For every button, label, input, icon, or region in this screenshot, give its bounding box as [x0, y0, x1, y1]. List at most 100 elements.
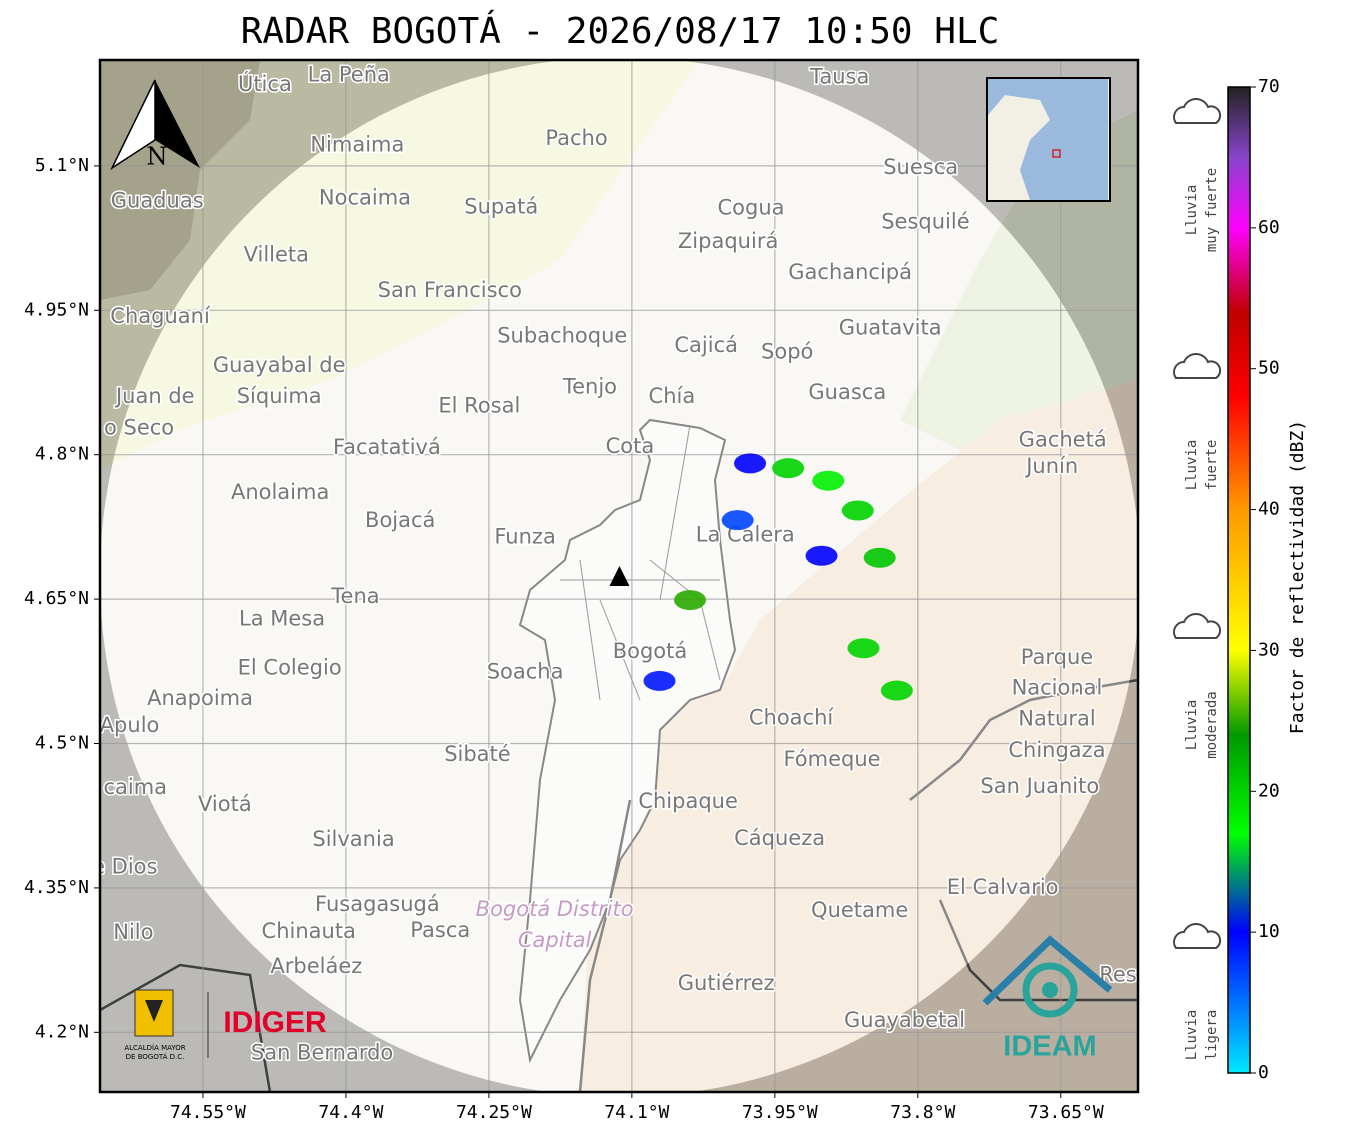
place-label: Tena	[330, 584, 379, 608]
place-label: Nacional	[1012, 676, 1103, 700]
place-label: Guayabal de	[213, 353, 346, 377]
place-label: Viotá	[198, 792, 252, 816]
y-tick-label: 4.2°N	[35, 1021, 89, 1042]
radar-echo	[805, 545, 838, 566]
place-label: Útica	[238, 71, 292, 96]
place-label: La Mesa	[239, 606, 325, 630]
place-label: Gutiérrez	[678, 971, 775, 995]
rain-icon	[1173, 923, 1222, 949]
place-label: Arbeláez	[270, 954, 362, 978]
y-tick-label: 4.95°N	[24, 299, 89, 320]
place-label: Fusagasugá	[315, 892, 440, 916]
rain-class-label: moderada	[1204, 691, 1220, 758]
radar-echo	[863, 547, 896, 568]
place-label: Chingaza	[1008, 738, 1105, 762]
radar-echo	[812, 470, 845, 491]
place-label: Síquima	[237, 384, 322, 408]
x-tick-label: 73.8°W	[890, 1102, 955, 1123]
place-label: San Juanito	[980, 774, 1099, 798]
place-label: El Colegio	[238, 655, 342, 679]
place-label: Subachoque	[497, 323, 627, 347]
place-label: Anolaima	[231, 480, 329, 504]
place-label: Nocaima	[319, 186, 411, 210]
idiger-logo: IDIGER	[223, 1006, 327, 1039]
x-tick-label: 74.4°W	[318, 1102, 383, 1123]
rain-icon	[1173, 613, 1222, 639]
place-label: Choachí	[749, 705, 835, 729]
place-label: Silvania	[312, 827, 394, 851]
radar-echo	[721, 510, 754, 531]
place-label: Junín	[1024, 454, 1078, 478]
place-label: Tenjo	[562, 374, 617, 398]
place-label: Cota	[606, 434, 655, 458]
district-label: Capital	[518, 928, 592, 952]
colorbar-tick-label: 40	[1258, 499, 1280, 520]
place-label: Guaduas	[111, 189, 204, 213]
y-tick-label: 5.1°N	[35, 155, 89, 176]
x-tick-label: 74.25°W	[456, 1102, 532, 1123]
place-label: Guatavita	[839, 316, 942, 340]
place-label: La Peña	[308, 62, 390, 86]
north-label: N	[147, 143, 168, 171]
place-label: Villeta	[244, 242, 309, 266]
place-label: Apulo	[100, 713, 160, 737]
rain-class-label: fuerte	[1204, 440, 1220, 491]
place-label: Cáqueza	[734, 826, 825, 850]
alcaldia-text: DE BOGOTÁ D.C.	[126, 1052, 185, 1061]
rain-icon	[1173, 353, 1222, 379]
ideam-logo: IDEAM	[982, 935, 1113, 1063]
title: RADAR BOGOTÁ - 2026/08/17 10:50 HLC	[241, 10, 1000, 52]
rain-class-label: Lluvia	[1184, 440, 1200, 491]
radar-echo	[643, 670, 676, 691]
place-label: Suesca	[883, 155, 958, 179]
colorbar-tick-label: 20	[1258, 780, 1280, 801]
place-label: Nilo	[113, 920, 153, 944]
colorbar-label: Factor de reflectividad (dBZ)	[1287, 420, 1308, 734]
place-label: San Bernardo	[251, 1040, 393, 1064]
place-label: Bogotá	[613, 639, 688, 663]
colorbar-tick-label: 0	[1258, 1062, 1269, 1083]
place-label: El Calvario	[947, 875, 1059, 899]
place-label: Funza	[494, 524, 555, 548]
basemap: Útica La Peña Tausa Pacho Nimaima Guaduas Noca…	[92, 60, 1138, 1092]
place-label: Pasca	[410, 918, 470, 942]
place-label: Guayabetal	[844, 1008, 965, 1032]
map-frame	[98, 58, 1140, 1094]
radar-echo	[841, 500, 874, 521]
x-tick-label: 74.1°W	[604, 1102, 669, 1123]
rain-class-label: Lluvia	[1184, 700, 1200, 751]
place-label: Natural	[1018, 706, 1095, 730]
ideam-text: IDEAM	[1003, 1031, 1096, 1063]
place-label: Fómeque	[783, 747, 880, 771]
colorbar-tick-label: 30	[1258, 639, 1280, 660]
y-tick-label: 4.35°N	[24, 877, 89, 898]
place-label: Juan de	[114, 384, 195, 408]
radar-echo	[674, 590, 707, 611]
place-label: caima	[103, 775, 167, 799]
y-tick-label: 4.8°N	[35, 444, 89, 465]
place-label: Cajicá	[674, 333, 738, 357]
place-label: e Dios	[92, 855, 157, 879]
place-label: Chipaque	[638, 789, 738, 813]
place-label: Soacha	[487, 659, 564, 683]
x-tick-label: 73.95°W	[742, 1102, 818, 1123]
y-tick-label: 4.5°N	[35, 733, 89, 754]
rain-class-label: Lluvia	[1184, 1010, 1200, 1061]
place-label: Bojacá	[365, 508, 435, 532]
place-label: Tausa	[809, 64, 869, 88]
inset-map	[986, 77, 1111, 202]
place-label: Anapoima	[147, 686, 253, 710]
rain-class-label: muy fuerte	[1204, 168, 1220, 252]
place-label: Supatá	[464, 194, 538, 218]
rain-icon	[1173, 98, 1222, 124]
rain-class-label: Lluvia	[1184, 185, 1200, 236]
x-tick-label: 74.55°W	[170, 1102, 246, 1123]
place-label: Sopó	[761, 340, 813, 364]
place-label: Sesquilé	[881, 210, 969, 234]
place-label: Res	[1099, 963, 1137, 987]
place-label: Sibaté	[444, 742, 511, 766]
place-label: Quetame	[811, 898, 908, 922]
place-label: Zipaquirá	[678, 229, 778, 253]
place-label: o Seco	[104, 416, 174, 440]
